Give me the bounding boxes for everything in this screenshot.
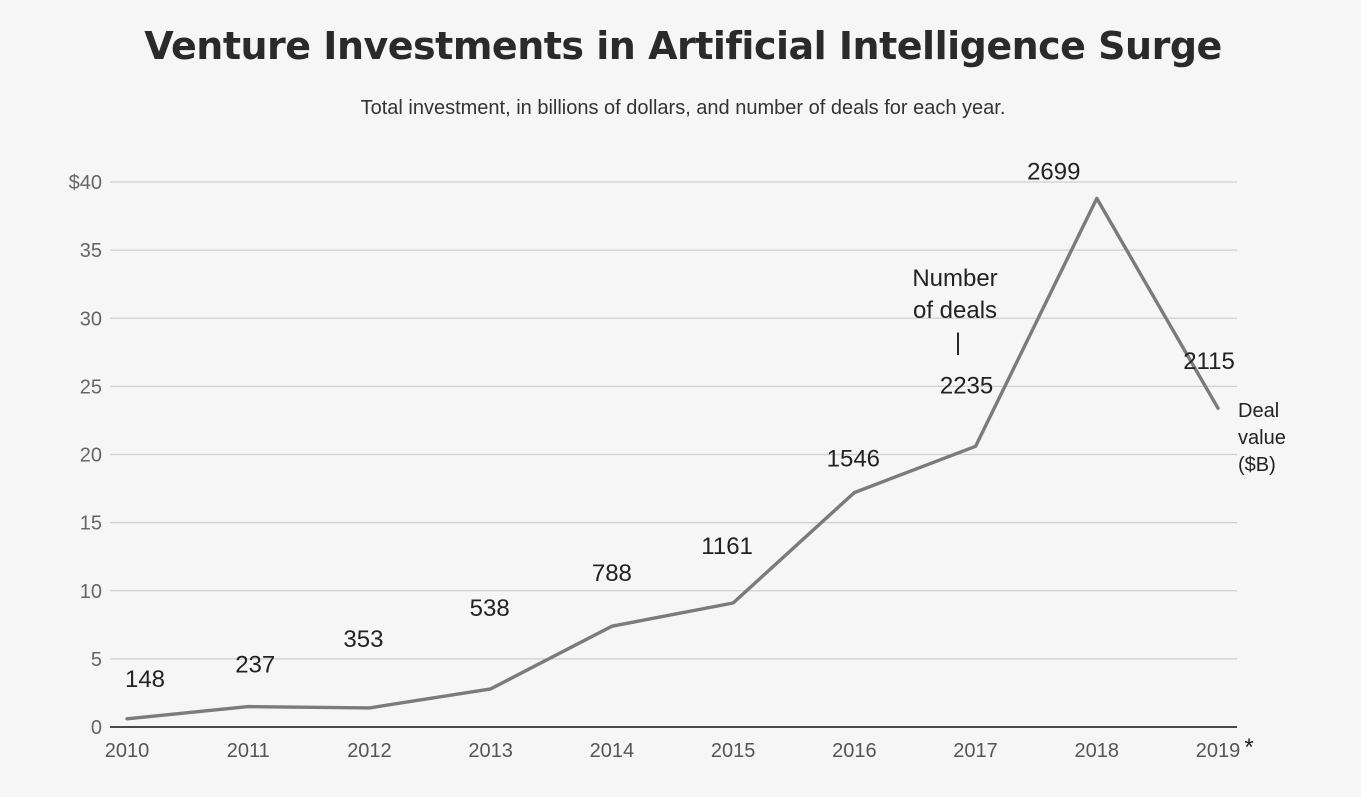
y-tick-label: 35 [80, 240, 102, 262]
deal-count-label: 2699 [1027, 158, 1080, 185]
deal-count-label: 148 [125, 666, 165, 693]
y-tick-label: 25 [80, 376, 102, 398]
x-tick-label: 2017 [953, 740, 998, 762]
deal-value-series-line [125, 196, 1220, 721]
y-tick-label: 0 [91, 717, 102, 739]
chart-title: Venture Investments in Artificial Intell… [144, 24, 1222, 68]
deal-count-label: 538 [470, 595, 510, 622]
value-annotation-line-3: ($B) [1238, 454, 1276, 476]
value-annotation-line-1: Deal [1238, 400, 1279, 422]
gridlines [110, 181, 1237, 660]
y-tick-label: 30 [80, 308, 102, 330]
deal-count-label: 1161 [701, 533, 753, 560]
x-tick-label: 2013 [468, 740, 513, 762]
value-annotation-line-2: value [1238, 427, 1286, 449]
deal-count-label: 788 [592, 560, 632, 587]
x-axis-ticks: 2010 2011 2012 2013 2014 2015 2016 2017 2018 2019 [105, 740, 1241, 762]
deal-count-label: 2115 [1183, 348, 1235, 375]
x-tick-label: 2011 [227, 740, 270, 762]
deal-count-label: 1546 [827, 446, 880, 473]
deals-annotation-line-1: Number [912, 265, 997, 292]
deal-count-label: 237 [235, 652, 275, 679]
x-axis-footnote-marker: * [1244, 734, 1253, 761]
deals-annotation-marker: | [955, 329, 961, 356]
x-tick-label: 2016 [832, 740, 877, 762]
deal-count-labels: 148 237 353 538 788 1161 1546 2235 2699 2115 [125, 158, 1235, 692]
y-tick-label: 20 [80, 445, 102, 467]
y-axis-ticks: 0 5 10 15 20 25 30 35 $40 [69, 172, 102, 739]
deals-annotation-line-2: of deals [913, 297, 997, 324]
deal-count-label: 353 [343, 626, 383, 653]
y-tick-label: 15 [80, 513, 102, 535]
y-tick-label: 10 [80, 581, 102, 603]
x-tick-label: 2019 [1196, 740, 1241, 762]
x-tick-label: 2010 [105, 740, 150, 762]
y-tick-label: $40 [69, 172, 102, 194]
y-tick-label: 5 [91, 649, 102, 671]
x-tick-label: 2014 [590, 740, 635, 762]
x-tick-label: 2018 [1075, 740, 1120, 762]
chart-subtitle: Total investment, in billions of dollars… [361, 97, 1006, 119]
deal-count-label: 2235 [940, 372, 993, 399]
x-tick-label: 2012 [347, 740, 392, 762]
x-tick-label: 2015 [711, 740, 756, 762]
